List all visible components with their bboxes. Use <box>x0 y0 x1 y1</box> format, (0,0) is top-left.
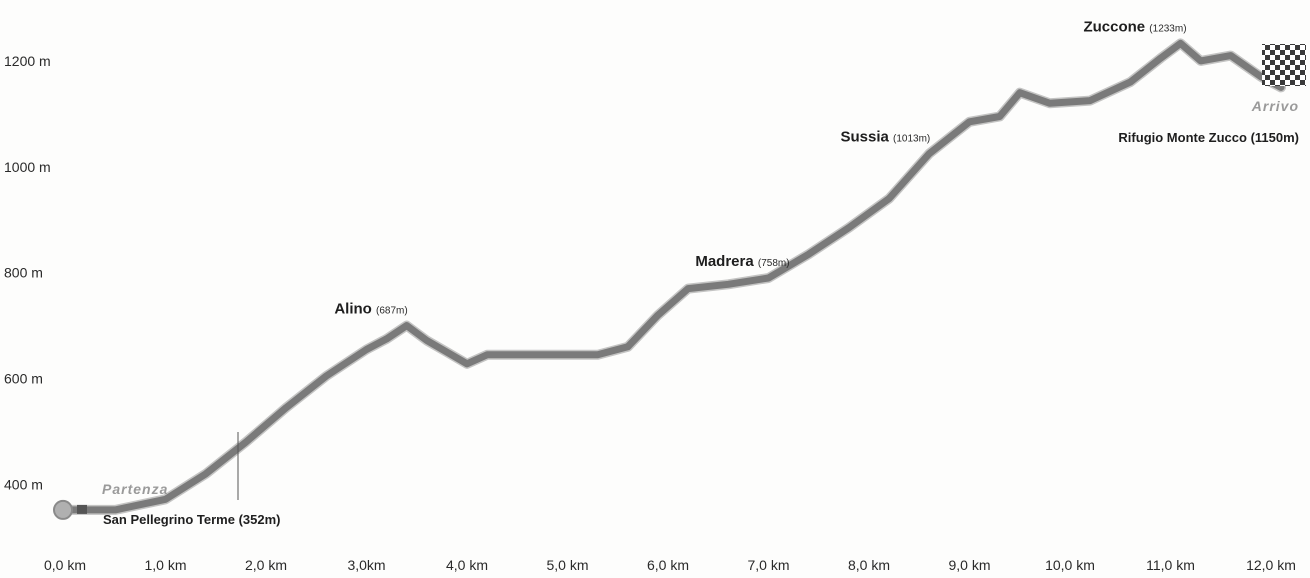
summit-altitude: (687m) <box>376 306 408 317</box>
start-place: San Pellegrino Terme (352m) <box>103 512 281 527</box>
x-tick-label: 6,0 km <box>647 557 689 573</box>
summit-altitude: (1013m) <box>893 134 930 145</box>
summit-label: Zuccone (1233m) <box>1083 18 1186 35</box>
y-axis-ticks: 400 m 600 m 800 m 1000 m 1200 m <box>4 53 51 493</box>
x-tick-label: 11,0 km <box>1146 557 1195 573</box>
endpoint-markers: Partenza San Pellegrino Terme (352m) Arriv… <box>53 44 1306 527</box>
series-elevation <box>60 38 1286 515</box>
y-tick-label: 600 m <box>4 371 43 387</box>
summit-altitude: (758m) <box>758 258 790 269</box>
start-marker <box>53 499 73 520</box>
y-tick-label: 1000 m <box>4 159 51 175</box>
y-tick-label: 400 m <box>4 477 43 493</box>
finish-flag <box>1262 44 1306 86</box>
summit-label: Alino (687m) <box>334 301 407 318</box>
x-tick-label: 7,0 km <box>747 557 789 573</box>
y-tick-label: 800 m <box>4 265 43 281</box>
x-tick-label: 8,0 km <box>848 557 890 573</box>
summit-name: Madrera <box>695 253 758 270</box>
finish-word: Arrivo <box>1251 98 1299 114</box>
summit-label: Madrera (758m) <box>695 253 789 270</box>
x-tick-label: 5,0 km <box>546 557 588 573</box>
x-tick-label: 3,0km <box>347 557 385 573</box>
summit-altitude: (1233m) <box>1149 23 1186 34</box>
x-tick-label: 4,0 km <box>446 557 488 573</box>
y-tick-label: 1200 m <box>4 53 51 69</box>
x-axis-ticks: 0,0 km 1,0 km 2,0 km 3,0km 4,0 km 5,0 km 6,0 k… <box>44 557 1296 573</box>
summit-annotations: Alino (687m) Madrera (758m) Sussia (1013m)… <box>334 18 1186 317</box>
x-tick-label: 9,0 km <box>948 557 990 573</box>
summit-label: Sussia (1013m) <box>840 129 930 146</box>
x-tick-label: 1,0 km <box>144 557 186 573</box>
finish-place: Rifugio Monte Zucco (1150m) <box>1118 130 1299 145</box>
summit-name: Zuccone <box>1083 18 1149 35</box>
summit-name: Alino <box>334 301 376 318</box>
start-square <box>77 504 87 514</box>
start-word: Partenza <box>102 481 168 497</box>
elevation-line <box>61 39 1285 514</box>
x-tick-label: 0,0 km <box>44 557 86 573</box>
summit-name: Sussia <box>840 129 893 146</box>
x-tick-label: 10,0 km <box>1045 557 1095 573</box>
x-tick-label: 2,0 km <box>245 557 287 573</box>
x-tick-label: 12,0 km <box>1246 557 1296 573</box>
